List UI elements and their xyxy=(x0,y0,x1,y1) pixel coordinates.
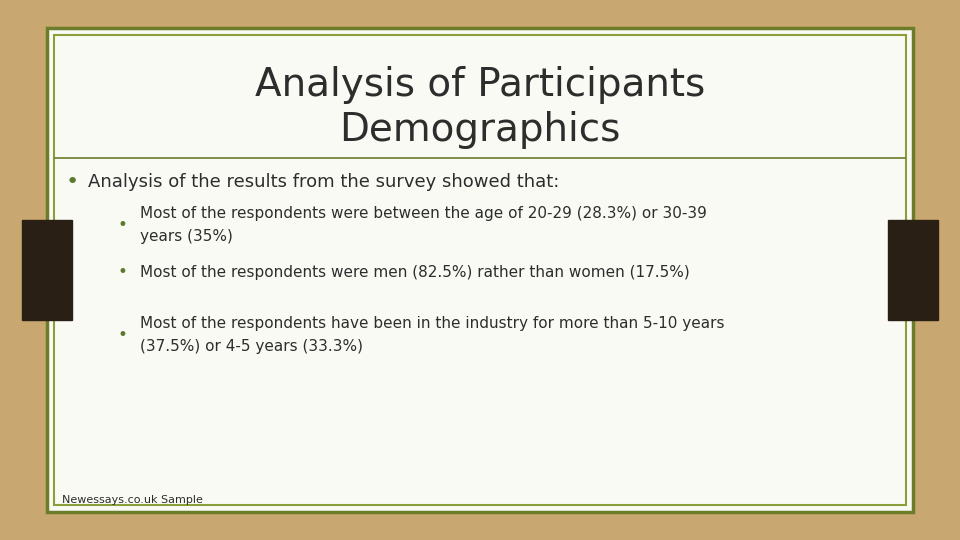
Bar xyxy=(888,220,938,320)
Text: Analysis of the results from the survey showed that:: Analysis of the results from the survey … xyxy=(88,173,560,191)
Text: Most of the respondents were between the age of 20-29 (28.3%) or 30-39
years (35: Most of the respondents were between the… xyxy=(140,206,707,244)
Text: Newessays.co.uk Sample: Newessays.co.uk Sample xyxy=(62,495,203,505)
Text: Demographics: Demographics xyxy=(339,111,621,149)
Text: •: • xyxy=(117,326,127,344)
Text: •: • xyxy=(117,263,127,281)
Text: Most of the respondents were men (82.5%) rather than women (17.5%): Most of the respondents were men (82.5%)… xyxy=(140,265,689,280)
Bar xyxy=(22,220,72,320)
Text: Analysis of Participants: Analysis of Participants xyxy=(254,66,706,104)
FancyBboxPatch shape xyxy=(47,28,913,512)
Text: Most of the respondents have been in the industry for more than 5-10 years
(37.5: Most of the respondents have been in the… xyxy=(140,316,725,354)
Text: •: • xyxy=(117,216,127,234)
Text: •: • xyxy=(65,172,79,192)
